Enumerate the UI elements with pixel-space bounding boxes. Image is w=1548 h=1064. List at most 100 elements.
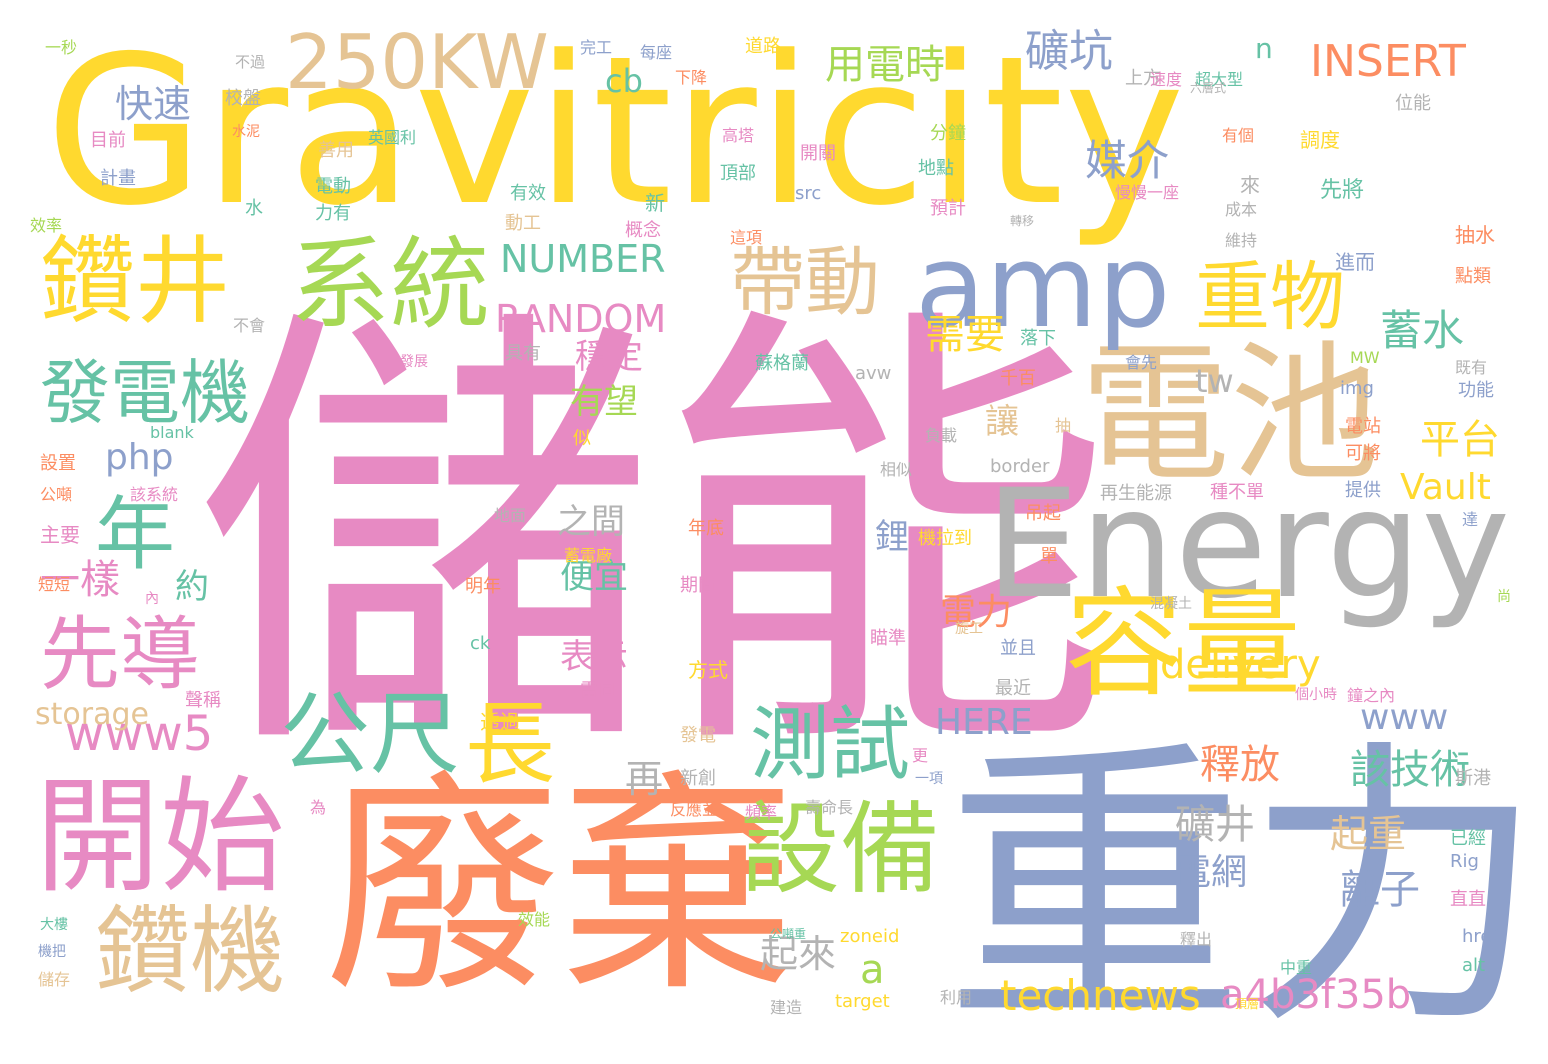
word-138: 機拉到 [918,528,972,549]
word-25: 礦坑 [1025,26,1113,77]
word-180: 儲存 [38,970,71,989]
word-66: 完工 [580,38,613,57]
word-92: 新 [645,191,665,215]
word-6: 電池 [1080,328,1381,502]
word-100: 概念 [625,220,661,241]
word-52: 便宜 [560,557,628,597]
word-125: 設置 [40,453,76,474]
word-29: NUMBER [500,237,666,281]
word-84: 善用 [318,140,354,161]
word-146: 混凝土 [1150,596,1192,612]
word-142: 短短 [38,575,71,594]
word-98: 效率 [30,216,63,235]
word-9: 容量 [1065,575,1302,713]
word-31: delivery [1160,642,1321,688]
word-111: 落下 [1020,328,1056,349]
word-34: 需要 [925,312,1005,358]
word-129: 公噸 [40,485,73,504]
word-39: 該技術 [1350,747,1470,793]
word-177: 中重 [1280,958,1313,977]
word-148: 瞄準 [870,628,906,649]
word-135: 地面 [494,506,527,525]
word-27: technews [1000,971,1201,1020]
word-144: 明年 [465,576,501,597]
word-169: Rig [1450,851,1479,872]
word-69: 上方 [1125,68,1161,89]
word-79: 高塔 [722,126,755,145]
word-40: 電網 [1175,852,1248,893]
word-110: 會先 [1125,353,1158,372]
word-96: 慢慢一座 [1115,183,1180,202]
word-139: 年底 [688,518,724,539]
word-56: cb [605,62,643,100]
word-22: 年 [95,488,175,581]
word-24: 用電時 [825,42,945,88]
word-181: 建造 [770,998,803,1017]
word-88: 頂部 [720,163,756,184]
word-65: 不過 [235,53,266,71]
word-43: HERE [935,702,1033,743]
word-99: 動工 [505,213,541,234]
word-87: 地點 [918,158,954,179]
word-62: 約 [175,567,209,607]
word-133: 提供 [1345,480,1381,501]
word-63: 之間 [557,502,625,542]
word-28: a4b3f35b [1220,972,1412,1018]
word-46: php [105,437,174,478]
word-150: 並且 [1000,638,1036,659]
word-159: 發電 [680,725,716,746]
word-93: 預計 [930,198,966,219]
word-173: 效能 [518,910,551,929]
word-11: 系統 [290,226,490,343]
word-162: 為 [310,798,327,817]
word-184: 頂層 [1235,997,1260,1011]
word-172: 機把 [38,944,66,960]
word-49: 電力 [940,592,1013,633]
word-75: 校盤 [225,88,261,109]
word-178: href [1462,926,1498,947]
word-51: 有望 [570,382,638,422]
word-101: 這項 [730,228,763,247]
word-23: www5 [65,706,214,762]
word-60: 讓 [985,402,1019,442]
word-15: 帶動 [730,238,881,326]
word-64: 一秒 [45,38,78,57]
word-145: 期間 [680,575,716,596]
word-8: 開始 [35,765,285,910]
word-10: 250KW [285,18,549,106]
word-164: 反應並 [670,800,719,819]
word-20: 測試 [750,698,910,791]
word-80: 分鐘 [930,123,966,144]
word-183: 利用 [940,988,973,1007]
word-113: 蘇格蘭 [755,353,809,374]
word-103: 維持 [1225,231,1258,250]
word-116: img [1340,378,1374,399]
word-18: 長 [465,692,555,797]
word-26: INSERT [1310,36,1466,87]
word-67: 每座 [640,43,673,62]
word-137: 達 [1462,510,1479,529]
word-55: 起來 [760,932,837,976]
word-170: 直直 [1450,889,1486,910]
word-147: 尚 [1497,589,1511,605]
word-48: 起重 [1330,812,1407,856]
word-76: 目前 [90,130,126,151]
word-95: 先將 [1320,178,1365,203]
word-176: 釋出 [1180,930,1213,949]
word-134: 主要 [40,523,80,547]
word-41: 礦井 [1175,802,1255,848]
word-102: 轉移 [1010,214,1035,228]
word-163: 新創 [680,768,716,789]
word-182: target [835,991,890,1012]
word-74: 位能 [1395,93,1431,114]
word-53: 表示 [560,637,628,677]
word-158: 透過 [480,710,520,734]
word-58: tw [1195,362,1234,400]
word-106: 點類 [1455,266,1491,287]
word-4: 廢棄 [325,751,795,1024]
word-94: 來 [1240,173,1260,197]
word-122: 負載 [925,426,958,445]
word-70: 下降 [675,68,708,87]
word-107: src [795,183,822,204]
word-175: zoneid [840,926,900,947]
